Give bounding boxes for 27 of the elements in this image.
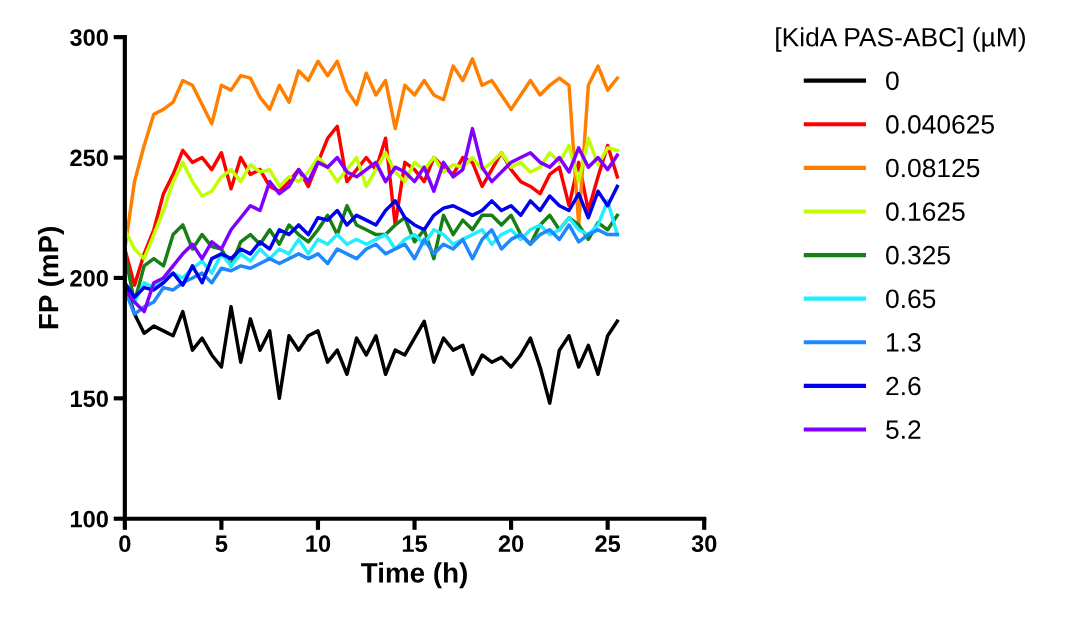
y-axis-title: FP (mP) [38,227,64,329]
legend-label: 1.3 [887,333,921,352]
y-tick-label: 250 [70,149,108,167]
legend-label: 0.65 [886,289,936,309]
line-series [124,126,620,314]
legend-title: [KidA PAS-ABC] (µM) [776,27,1025,52]
x-tick-label: 0 [119,535,131,553]
x-tick-label: 10 [306,535,331,553]
x-tick-label: 30 [691,535,717,553]
legend-label: 0.08125 [886,158,980,178]
legend-label: 0 [886,71,899,91]
line-series [124,184,620,299]
legend-label: 0.1625 [886,202,965,221]
x-tick-label: 5 [215,535,228,553]
x-axis-title: Time (h) [361,562,467,589]
y-tick-label: 150 [70,390,108,408]
x-tick-label: 25 [595,535,621,553]
y-tick-label: 300 [70,29,108,46]
legend-label: 5.2 [886,420,921,439]
y-tick-label: 100 [70,510,108,528]
legend-label: 0.040625 [886,115,994,134]
x-tick-label: 20 [498,535,524,553]
legend-label: 2.6 [886,376,921,396]
line-series [124,223,620,316]
y-tick-label: 200 [70,270,108,287]
legend-label: 0.325 [886,245,950,265]
x-tick-label: 15 [402,535,427,553]
